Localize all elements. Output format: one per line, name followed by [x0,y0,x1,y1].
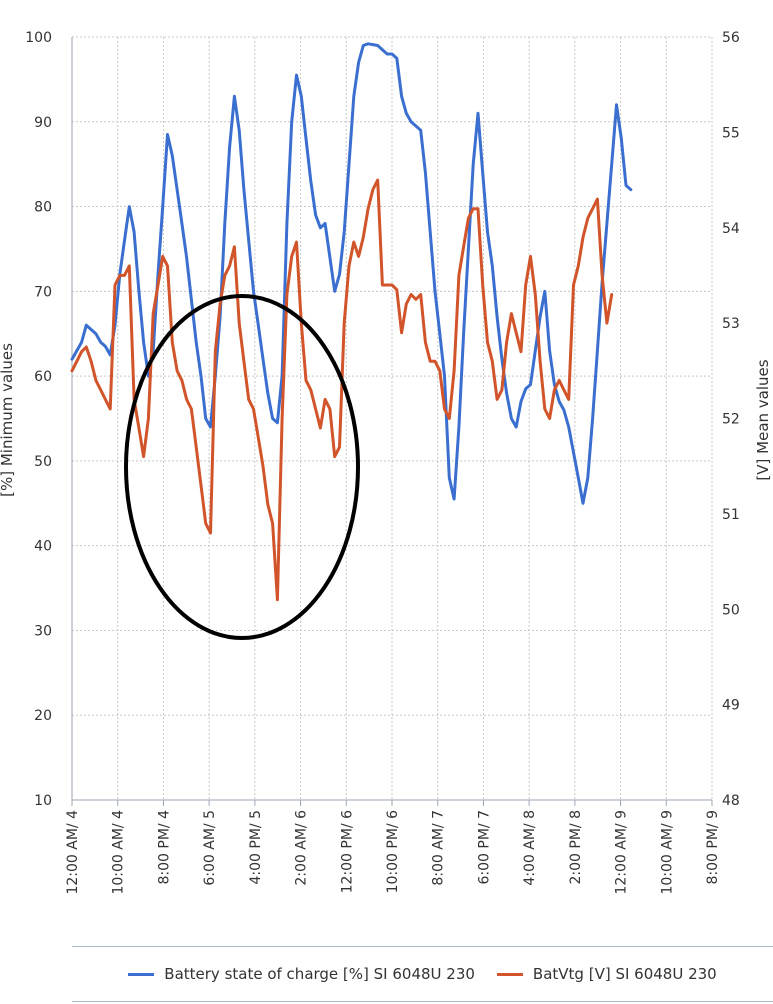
x-tick-label-3: 6:00 AM/ 5 [202,810,218,886]
y-right-tick-53: 53 [722,316,740,332]
y-right-tick-48: 48 [722,793,740,809]
y-left-tick-100: 100 [25,30,52,46]
y-left-tick-60: 60 [34,369,52,385]
y-left-tick-50: 50 [34,454,52,470]
y-axis-right-ticks: 48 49 50 51 52 53 54 55 56 [722,30,740,809]
y-axis-left-ticks: 10 20 30 40 50 60 70 80 90 100 [25,30,52,809]
x-tick-label-13: 10:00 AM/ 9 [659,810,675,895]
x-tick-label-7: 10:00 PM/ 6 [385,810,401,893]
x-tick-label-2: 8:00 PM/ 4 [156,810,172,885]
legend: Battery state of charge [%] SI 6048U 230… [72,946,773,1002]
legend-item-batvtg: BatVtg [V] SI 6048U 230 [496,965,717,983]
x-tick-label-11: 2:00 PM/ 8 [568,810,584,884]
x-tick-label-4: 4:00 PM/ 5 [248,810,264,884]
y-right-tick-55: 55 [722,125,740,141]
y-right-tick-56: 56 [722,30,740,46]
legend-swatch-batvtg [496,972,523,976]
y-left-tick-20: 20 [34,708,52,724]
y-axis-right-label: [V] Mean values [754,359,772,480]
x-tick-label-0: 12:00 AM/ 4 [65,810,81,895]
legend-item-soc: Battery state of charge [%] SI 6048U 230 [128,965,475,983]
y-right-tick-54: 54 [722,221,740,237]
y-right-tick-52: 52 [722,412,740,428]
x-tick-label-10: 4:00 AM/ 8 [522,810,538,886]
x-tick-label-5: 2:00 AM/ 6 [294,810,310,886]
x-tick-label-12: 12:00 AM/ 9 [614,810,630,895]
y-right-tick-49: 49 [722,698,740,714]
x-tick-label-8: 8:00 AM/ 7 [431,810,447,886]
x-tick-label-14: 8:00 PM/ 9 [705,810,721,884]
chart: 10 20 30 40 50 60 70 80 90 100 48 49 50 51 52 53 54 55 56… [0,30,772,895]
x-tick-label-9: 6:00 PM/ 7 [476,810,492,884]
y-left-tick-30: 30 [34,623,52,639]
legend-label-batvtg: BatVtg [V] SI 6048U 230 [532,965,717,983]
y-axis-left-label: [%] Minimum values [0,343,16,497]
y-left-tick-90: 90 [34,115,52,131]
highlight-ellipse [124,294,360,640]
y-left-tick-80: 80 [34,200,52,216]
legend-swatch-soc [128,972,155,976]
y-left-tick-10: 10 [34,793,52,809]
x-tick-label-1: 10:00 AM/ 4 [111,810,127,895]
y-right-tick-50: 50 [722,602,740,618]
y-right-tick-51: 51 [722,507,740,523]
y-left-tick-70: 70 [34,284,52,300]
x-tick-label-6: 12:00 PM/ 6 [339,810,355,893]
y-left-tick-40: 40 [34,539,52,555]
legend-label-soc: Battery state of charge [%] SI 6048U 230 [164,965,475,983]
x-axis-ticks: 12:00 AM/ 4 10:00 AM/ 4 8:00 PM/ 4 6:00 AM/… [65,800,721,895]
